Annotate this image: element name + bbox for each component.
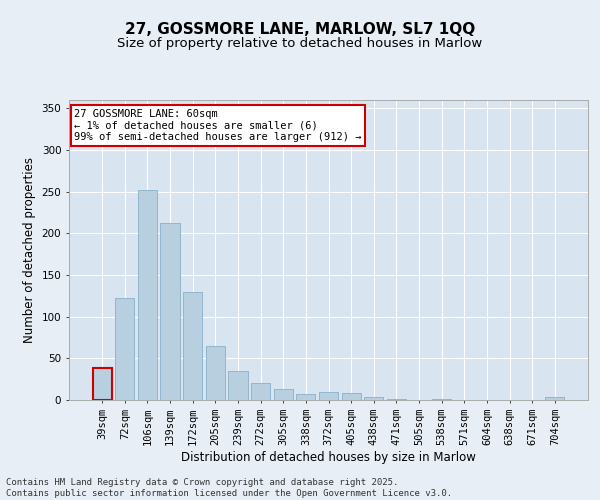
Bar bbox=[229, 371, 248, 400]
Y-axis label: Number of detached properties: Number of detached properties bbox=[23, 157, 36, 343]
Bar bbox=[341, 392, 361, 400]
Text: 27, GOSSMORE LANE, MARLOW, SL7 1QQ: 27, GOSSMORE LANE, MARLOW, SL7 1QQ bbox=[125, 22, 475, 38]
Bar bbox=[319, 392, 338, 400]
Bar bbox=[92, 368, 112, 400]
Bar bbox=[545, 396, 565, 400]
Bar bbox=[296, 394, 316, 400]
Bar bbox=[160, 222, 180, 400]
Bar bbox=[206, 346, 225, 400]
Bar bbox=[183, 292, 202, 400]
Bar bbox=[364, 396, 383, 400]
Bar bbox=[138, 190, 157, 400]
Bar bbox=[432, 399, 451, 400]
Bar bbox=[274, 389, 293, 400]
Bar bbox=[115, 298, 134, 400]
Text: Contains HM Land Registry data © Crown copyright and database right 2025.
Contai: Contains HM Land Registry data © Crown c… bbox=[6, 478, 452, 498]
Bar bbox=[387, 399, 406, 400]
X-axis label: Distribution of detached houses by size in Marlow: Distribution of detached houses by size … bbox=[181, 450, 476, 464]
Bar bbox=[251, 384, 270, 400]
Text: Size of property relative to detached houses in Marlow: Size of property relative to detached ho… bbox=[118, 38, 482, 51]
Text: 27 GOSSMORE LANE: 60sqm
← 1% of detached houses are smaller (6)
99% of semi-deta: 27 GOSSMORE LANE: 60sqm ← 1% of detached… bbox=[74, 109, 362, 142]
